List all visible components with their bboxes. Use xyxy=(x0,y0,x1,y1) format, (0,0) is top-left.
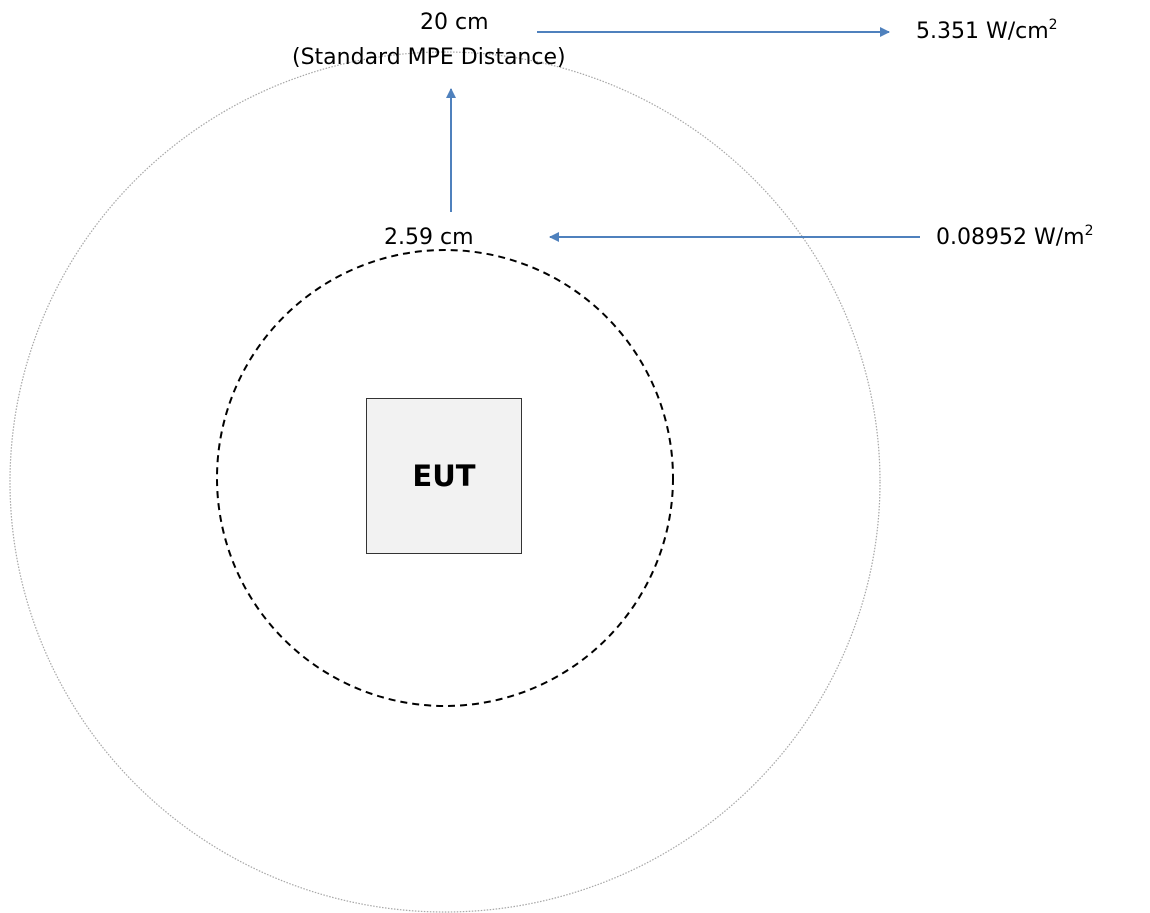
outer-distance-description-text: (Standard MPE Distance) xyxy=(292,45,566,70)
inner-power-density-label: 0.08952 W/m2 xyxy=(936,223,1094,251)
eut-box: EUT xyxy=(366,398,522,554)
inner-power-density-exponent: 2 xyxy=(1084,223,1094,239)
outer-power-density-label: 5.351 W/cm2 xyxy=(916,17,1058,45)
outer-power-density-exponent: 2 xyxy=(1048,17,1058,33)
outer-power-density-value: 5.351 W/cm xyxy=(916,19,1049,44)
outer-distance-label: 20 cm xyxy=(420,10,489,36)
inner-distance-label: 2.59 cm xyxy=(384,225,474,251)
inner-boundary-circle xyxy=(216,249,674,707)
outer-distance-description: (Standard MPE Distance) xyxy=(292,45,566,71)
inner-power-density-value: 0.08952 W/m xyxy=(936,225,1085,250)
inner-distance-text: 2.59 cm xyxy=(384,225,474,250)
outer-distance-text: 20 cm xyxy=(420,10,489,35)
outer-boundary-circle xyxy=(9,51,881,913)
eut-label: EUT xyxy=(412,459,476,493)
